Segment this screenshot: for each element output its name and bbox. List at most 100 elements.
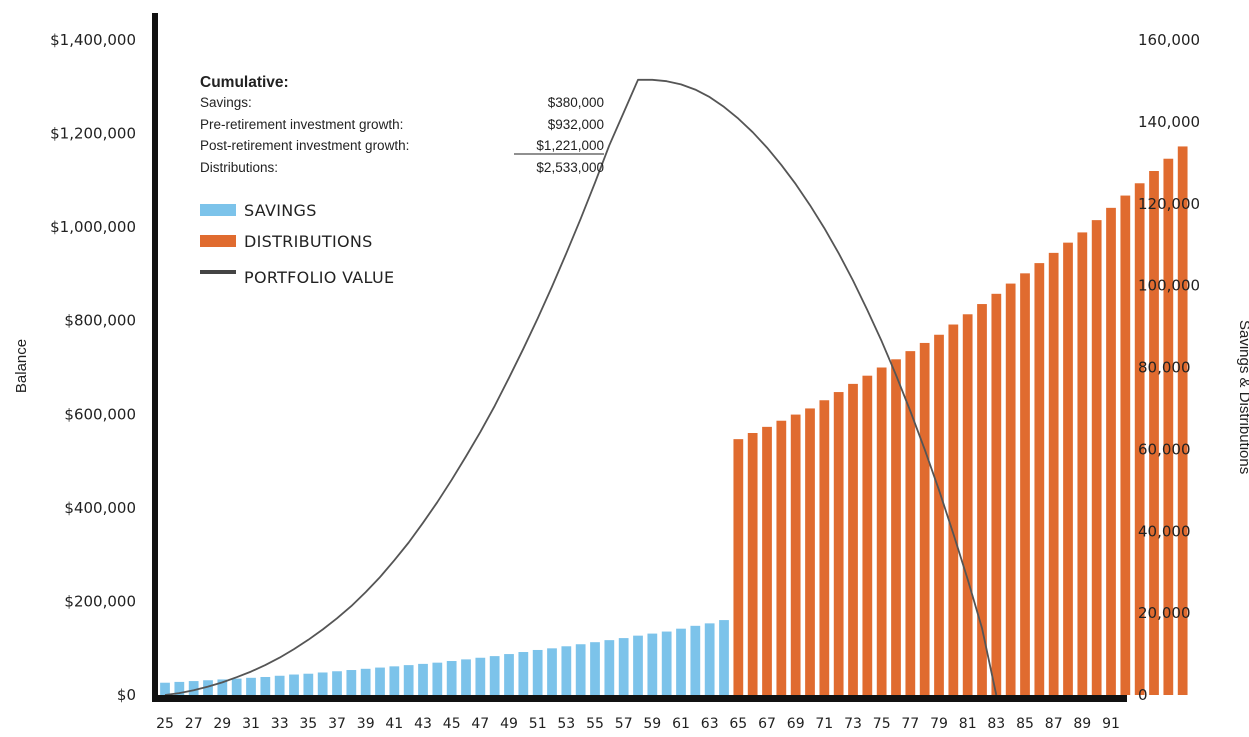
x-tick-label: 55 (586, 716, 604, 732)
x-tick-label: 87 (1045, 716, 1063, 732)
y-tick-label: $800,000 (64, 312, 136, 330)
x-tick-label: 33 (271, 716, 289, 732)
distributions-bar-80 (948, 324, 959, 695)
legend-label-portfolio: PORTFOLIO VALUE (244, 268, 394, 287)
x-tick-label: 65 (729, 716, 747, 732)
left-axis-ticks: $0 $200,000 $400,000 $600,000 $800,000 $1,000… (50, 31, 136, 704)
y2-tick-label: 120,000 (1138, 195, 1200, 213)
x-tick-label: 59 (643, 716, 661, 732)
portfolio-line-layer (164, 78, 998, 696)
savings-bar-50 (518, 652, 529, 695)
annotation-label-savings: Savings: (200, 95, 252, 110)
y2-tick-label: 100,000 (1138, 277, 1200, 295)
savings-bar-37 (332, 671, 342, 695)
annotation-value-savings: $380,000 (548, 95, 604, 110)
savings-bar-40 (375, 667, 385, 695)
x-tick-label: 41 (385, 716, 403, 732)
x-tick-label: 27 (185, 716, 203, 732)
distributions-bar-83 (991, 293, 1002, 695)
x-tick-label: 91 (1102, 716, 1120, 732)
y-tick-label: $1,000,000 (50, 218, 136, 236)
distributions-bar-94 (1149, 171, 1159, 695)
distributions-bar-96 (1177, 146, 1188, 695)
x-tick-label: 29 (213, 716, 231, 732)
savings-bar-44 (432, 662, 443, 695)
distributions-bar-70 (805, 408, 815, 695)
x-tick-label: 83 (987, 716, 1005, 732)
axes (152, 13, 1127, 702)
x-tick-label: 67 (758, 716, 776, 732)
distributions-bar-72 (833, 392, 844, 695)
y-tick-label: $1,200,000 (50, 125, 136, 143)
annotation-value-distributions: $2,533,000 (536, 160, 604, 175)
savings-bar-63 (704, 623, 715, 695)
savings-bar-30 (231, 678, 242, 696)
y2-tick-label: 0 (1138, 686, 1148, 704)
annotation-label-pre-growth: Pre-retirement investment growth: (200, 117, 403, 132)
x-tick-label: 57 (615, 716, 633, 732)
right-axis-title: Savings & Distributions (1236, 320, 1249, 474)
savings-bar-43 (418, 663, 428, 695)
annotation-label-post-growth: Post-retirement investment growth: (200, 138, 409, 153)
savings-bar-25 (160, 682, 170, 695)
savings-bar-34 (289, 674, 299, 695)
savings-bar-45 (446, 661, 457, 695)
y2-tick-label: 20,000 (1138, 604, 1191, 622)
y2-tick-label: 160,000 (1138, 31, 1200, 49)
distributions-bar-77 (905, 351, 916, 696)
y-tick-label: $600,000 (64, 405, 136, 423)
x-tick-label: 63 (701, 716, 719, 732)
savings-bar-53 (561, 646, 572, 695)
left-axis-line (152, 13, 158, 702)
x-tick-label: 73 (844, 716, 862, 732)
distributions-bar-76 (891, 359, 901, 695)
legend: SAVINGS DISTRIBUTIONS PORTFOLIO VALUE (200, 201, 394, 287)
distributions-bar-65 (733, 439, 744, 695)
x-tick-label: 77 (901, 716, 919, 732)
savings-bar-31 (246, 677, 256, 695)
savings-bar-39 (360, 668, 371, 695)
x-tick-label: 25 (156, 716, 174, 732)
legend-swatch-portfolio (200, 270, 236, 274)
annotation-heading: Cumulative: (200, 74, 289, 91)
annotation-value-post-growth: $1,221,000 (536, 138, 604, 153)
savings-bar-54 (575, 644, 586, 695)
distributions-bar-79 (934, 334, 944, 695)
savings-bar-59 (647, 633, 658, 695)
distributions-bar-92 (1120, 195, 1131, 695)
distributions-bar-68 (776, 420, 787, 695)
distributions-bar-93 (1134, 183, 1145, 695)
distributions-bar-82 (977, 304, 987, 695)
y-tick-label: $0 (117, 686, 136, 704)
right-axis-ticks: 0 20,000 40,000 60,000 80,000 100,000 120,000 1… (1138, 31, 1200, 704)
savings-bar-33 (274, 675, 285, 695)
distributions-bar-86 (1034, 263, 1045, 695)
annotation-label-distributions: Distributions: (200, 160, 278, 175)
savings-bar-28 (203, 680, 213, 695)
savings-bar-58 (633, 635, 643, 695)
x-tick-label: 49 (500, 716, 518, 732)
legend-label-distributions: DISTRIBUTIONS (244, 232, 373, 251)
bar-layer (160, 146, 1188, 696)
x-tick-label: 71 (815, 716, 833, 732)
x-tick-label: 51 (529, 716, 547, 732)
x-tick-label: 81 (959, 716, 977, 732)
distributions-bar-95 (1163, 158, 1174, 696)
x-tick-label: 89 (1073, 716, 1091, 732)
x-tick-label: 47 (471, 716, 489, 732)
x-tick-label: 53 (557, 716, 575, 732)
savings-bar-46 (461, 659, 471, 695)
y-tick-label: $1,400,000 (50, 31, 136, 49)
x-tick-label: 35 (299, 716, 317, 732)
savings-bar-42 (403, 665, 414, 695)
savings-bar-41 (389, 666, 400, 695)
distributions-bar-84 (1005, 283, 1016, 695)
distributions-bar-85 (1020, 273, 1030, 695)
legend-swatch-distributions (200, 235, 236, 247)
annotation-value-pre-growth: $932,000 (548, 117, 604, 132)
savings-bar-48 (489, 656, 500, 695)
savings-bar-64 (719, 620, 729, 695)
distributions-bar-69 (790, 414, 801, 695)
savings-bar-52 (547, 648, 557, 695)
